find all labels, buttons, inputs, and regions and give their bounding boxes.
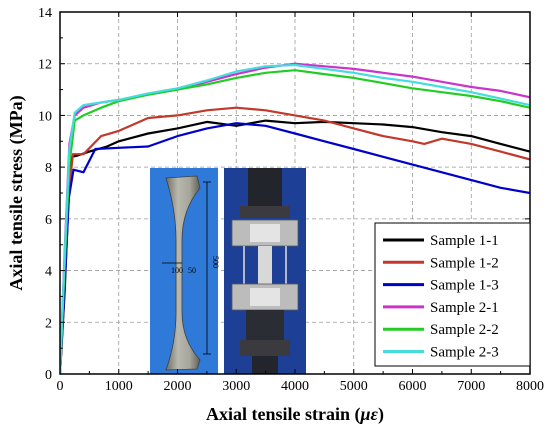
x-tick-label: 4000	[281, 379, 309, 394]
series-line-1	[60, 119, 530, 374]
inset-width-label: 100	[171, 266, 183, 275]
axis-ticks	[59, 11, 531, 375]
x-tick-label: 7000	[457, 379, 485, 394]
series-line-6	[60, 63, 530, 374]
series-layer	[60, 62, 530, 374]
legend-label: Sample 2-2	[430, 322, 499, 338]
y-tick-labels: 0 2 4 6 8 10 12 14	[38, 6, 52, 383]
legend-label: Sample 1-2	[430, 255, 499, 271]
y-tick-label: 8	[45, 161, 52, 176]
legend-box	[374, 222, 531, 367]
test-machine-photo	[224, 168, 306, 374]
specimen-photo: 500 100 50	[150, 168, 220, 374]
legend: Sample 1-1 Sample 1-2 Sample 1-3 Sample 2-1…	[374, 222, 531, 367]
legend-label: Sample 2-3	[430, 345, 499, 361]
inset-length-label: 500	[211, 256, 220, 268]
y-tick-label: 14	[38, 6, 52, 21]
y-tick-label: 6	[45, 213, 52, 228]
series-line-5	[60, 69, 530, 374]
x-tick-label: 0	[57, 379, 64, 394]
x-tick-label: 3000	[222, 379, 250, 394]
x-tick-label: 2000	[164, 379, 192, 394]
legend-label: Sample 1-1	[430, 233, 499, 249]
x-tick-label: 8000	[516, 379, 544, 394]
inset-thickness-label: 50	[188, 266, 196, 275]
x-tick-label: 1000	[105, 379, 133, 394]
x-axis-label: Axial tensile strain (με)	[206, 404, 384, 425]
x-tick-labels: 0 1000 2000 3000 4000 5000 6000 7000 8000	[57, 379, 545, 394]
x-tick-label: 6000	[399, 379, 427, 394]
y-tick-label: 2	[45, 316, 52, 331]
y-axis-label: Axial tensile stress (MPa)	[6, 95, 27, 290]
series-line-4	[60, 62, 530, 374]
y-tick-label: 0	[45, 368, 52, 383]
legend-label: Sample 2-1	[430, 300, 499, 316]
x-tick-label: 5000	[340, 379, 368, 394]
series-line-2	[60, 106, 530, 374]
y-tick-label: 12	[38, 58, 52, 73]
inset-photos: 500 100 50	[150, 168, 306, 374]
series-line-3	[60, 122, 530, 374]
y-tick-label: 10	[38, 109, 52, 124]
legend-label: Sample 1-3	[430, 278, 499, 294]
y-tick-label: 4	[45, 265, 52, 280]
